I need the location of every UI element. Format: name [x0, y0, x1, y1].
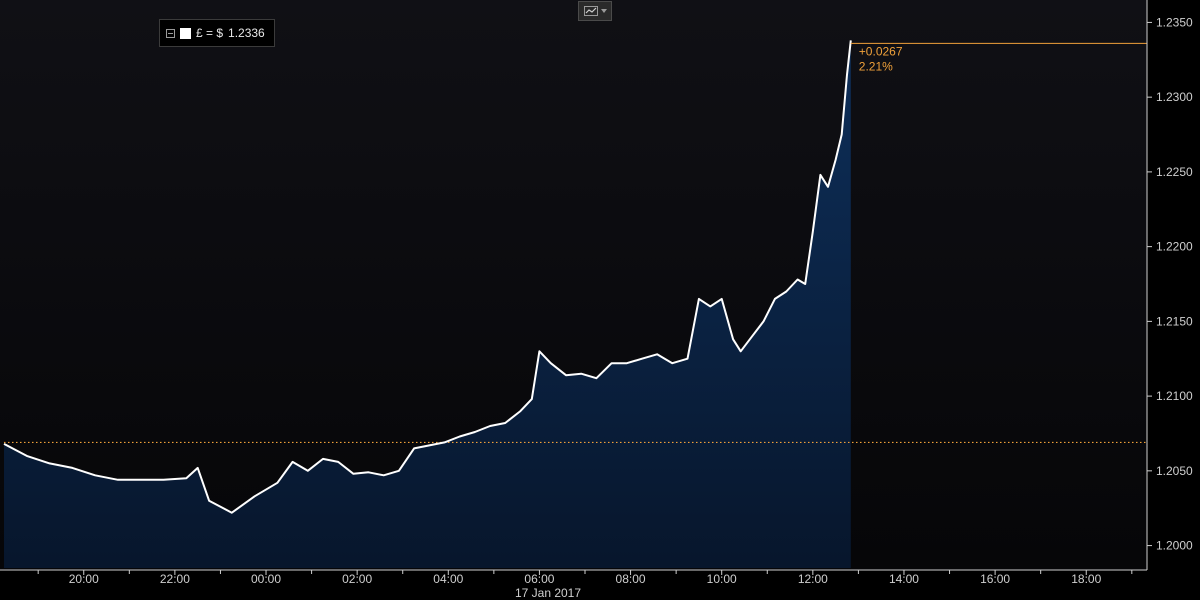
x-tick-label: 10:00	[707, 572, 737, 586]
data-point	[117, 479, 119, 481]
x-tick-label: 06:00	[524, 572, 554, 586]
data-point	[626, 362, 628, 364]
data-point	[276, 482, 278, 484]
data-point	[197, 467, 199, 469]
data-point	[850, 39, 852, 41]
data-point	[368, 471, 370, 473]
data-point	[538, 350, 540, 352]
data-point	[740, 350, 742, 352]
data-point	[595, 377, 597, 379]
x-tick-label: 14:00	[889, 572, 919, 586]
axis-panel	[1147, 0, 1200, 600]
data-point	[94, 474, 96, 476]
data-point	[687, 358, 689, 360]
x-tick-label: 22:00	[160, 572, 190, 586]
data-point	[641, 358, 643, 360]
data-point	[797, 279, 799, 281]
data-point	[459, 436, 461, 438]
data-point	[489, 425, 491, 427]
data-point	[804, 283, 806, 285]
data-point	[26, 455, 28, 457]
y-tick-label: 1.2000	[1156, 539, 1193, 553]
x-tick-label: 04:00	[433, 572, 463, 586]
x-tick-label: 16:00	[980, 572, 1010, 586]
data-point	[352, 473, 354, 475]
data-point	[231, 512, 233, 514]
data-point	[208, 500, 210, 502]
data-point	[322, 458, 324, 460]
series-last-value: 1.2336	[228, 26, 265, 40]
x-axis-panel	[0, 570, 1147, 600]
data-point	[428, 444, 430, 446]
data-point	[709, 305, 711, 307]
series-label: £ = $	[196, 26, 224, 40]
x-tick-label: 02:00	[342, 572, 372, 586]
data-point	[751, 335, 753, 337]
data-point	[71, 467, 73, 469]
data-point	[656, 353, 658, 355]
data-point	[444, 441, 446, 443]
y-tick-label: 1.2350	[1156, 15, 1193, 29]
data-point	[774, 298, 776, 300]
data-point	[550, 362, 552, 364]
x-tick-label: 20:00	[69, 572, 99, 586]
series-line	[3, 40, 852, 514]
x-tick-label: 18:00	[1071, 572, 1101, 586]
y-tick-label: 1.2250	[1156, 165, 1193, 179]
data-point	[519, 410, 521, 412]
collapse-toggle-icon[interactable]	[166, 28, 175, 38]
data-point	[732, 338, 734, 340]
y-tick-label: 1.2150	[1156, 314, 1193, 328]
data-point	[185, 477, 187, 479]
series-area	[4, 40, 851, 568]
data-point	[580, 373, 582, 375]
data-point	[398, 470, 400, 472]
data-point	[3, 443, 5, 445]
data-point	[307, 470, 309, 472]
data-point	[337, 461, 339, 463]
series-color-swatch	[180, 27, 191, 39]
data-point	[671, 362, 673, 364]
data-point	[565, 374, 567, 376]
data-point	[292, 461, 294, 463]
series-legend[interactable]: £ = $ 1.2336	[159, 19, 275, 47]
data-point	[254, 495, 256, 497]
chevron-down-icon	[600, 9, 607, 13]
data-point	[474, 431, 476, 433]
data-point	[531, 398, 533, 400]
data-point	[49, 462, 51, 464]
data-point	[827, 186, 829, 188]
x-tick-label: 00:00	[251, 572, 281, 586]
change-label: +0.0267	[859, 44, 903, 58]
x-tick-label: 08:00	[616, 572, 646, 586]
y-tick-label: 1.2050	[1156, 464, 1193, 478]
percent-label: 2.21%	[859, 59, 893, 73]
data-point	[383, 474, 385, 476]
data-point	[721, 298, 723, 300]
chart-type-button[interactable]	[578, 1, 612, 21]
data-point	[763, 320, 765, 322]
data-point	[846, 74, 848, 76]
data-point	[698, 298, 700, 300]
data-point	[841, 134, 843, 136]
data-point	[819, 174, 821, 176]
data-point	[812, 231, 814, 233]
data-point	[504, 422, 506, 424]
data-point	[140, 479, 142, 481]
data-point	[835, 159, 837, 161]
data-point	[163, 479, 165, 481]
y-tick-label: 1.2200	[1156, 240, 1193, 254]
data-point	[413, 447, 415, 449]
line-chart-icon	[583, 6, 598, 16]
y-tick-label: 1.2100	[1156, 389, 1193, 403]
data-point	[611, 362, 613, 364]
x-tick-label: 12:00	[798, 572, 828, 586]
data-point	[785, 291, 787, 293]
x-date-label: 17 Jan 2017	[515, 586, 581, 600]
y-tick-label: 1.2300	[1156, 90, 1193, 104]
